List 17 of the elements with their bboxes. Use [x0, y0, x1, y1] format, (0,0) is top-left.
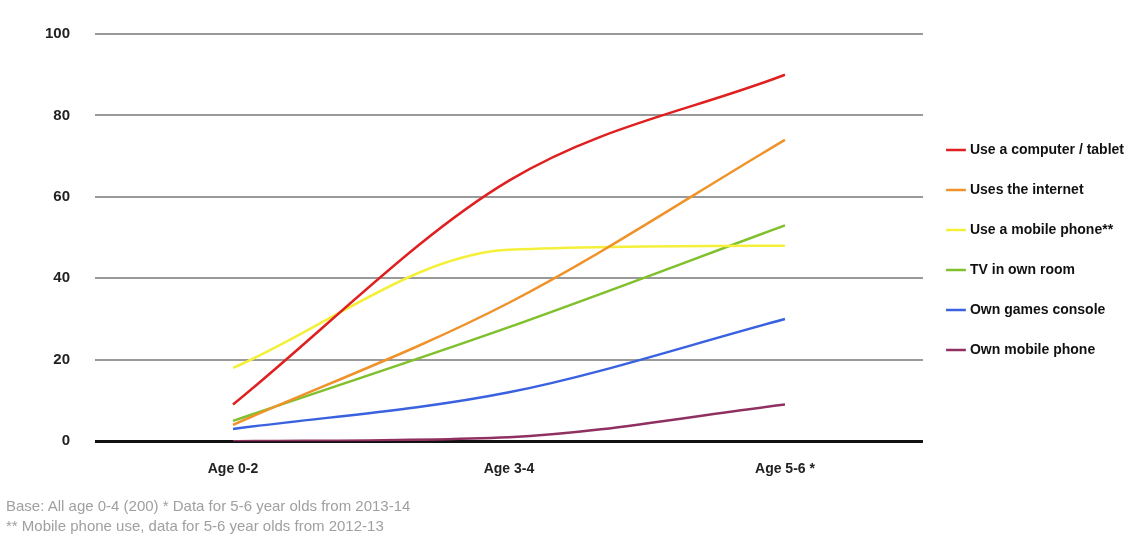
y-tick-label: 100 — [45, 24, 71, 42]
x-tick-label: Age 3-4 — [483, 460, 535, 477]
legend-label: Use a mobile phone** — [969, 220, 1114, 237]
y-tick-label: 60 — [53, 187, 71, 205]
legend-label: Uses the internet — [969, 180, 1084, 197]
x-tick-label: Age 0-2 — [207, 460, 259, 477]
legend-label: Own games console — [969, 300, 1106, 317]
y-tick-label: 40 — [53, 268, 71, 286]
legend-label: Own mobile phone — [969, 340, 1096, 357]
legend-label: TV in own room — [969, 260, 1075, 277]
text: Base: All age 0-4 (200) * Data for 5-6 year olds from 2013-14 — [6, 496, 411, 516]
y-tick-label: 80 — [53, 105, 71, 123]
text: ** Mobile phone use, data for 5-6 year olds from 2012-13 — [6, 516, 385, 536]
legend-label: Use a computer / tablet — [969, 140, 1125, 157]
y-tick-label: 20 — [53, 349, 71, 367]
y-tick-label: 0 — [61, 431, 71, 449]
x-tick-label: Age 5-6 * — [755, 460, 816, 477]
